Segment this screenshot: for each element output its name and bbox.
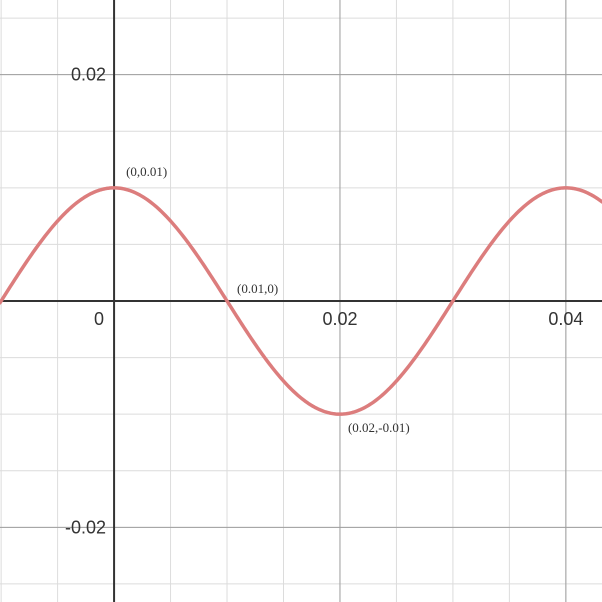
x-tick-label: 0 bbox=[94, 309, 104, 329]
chart-svg: 0 0.02 0.04 0.02 -0.02 (0,0.01) (0.01,0) (0.02,… bbox=[0, 0, 602, 602]
y-tick-label: -0.02 bbox=[65, 517, 106, 537]
x-tick-label: 0.02 bbox=[322, 309, 357, 329]
point-label: (0.01,0) bbox=[237, 281, 278, 296]
cosine-chart: 0 0.02 0.04 0.02 -0.02 (0,0.01) (0.01,0) (0.02,… bbox=[0, 0, 602, 602]
x-tick-label: 0.04 bbox=[548, 309, 583, 329]
y-tick-label: 0.02 bbox=[71, 65, 106, 85]
point-label: (0.02,-0.01) bbox=[348, 420, 410, 435]
point-label: (0,0.01) bbox=[126, 164, 167, 179]
